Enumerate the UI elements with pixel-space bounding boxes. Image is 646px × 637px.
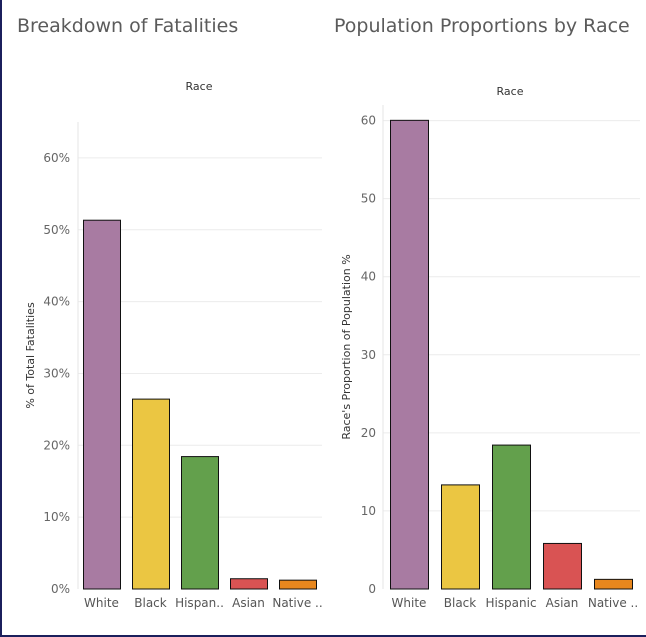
y-tick-label-population-50: 50 [361,192,376,206]
y-tick-label-population-20: 20 [361,426,376,440]
x-category-label-fatalities-0: White [84,596,119,610]
chart-title-fatalities: Breakdown of Fatalities [17,15,239,37]
column-header-population: Race [497,85,524,98]
column-header-fatalities: Race [186,80,213,93]
y-tick-label-fatalities-60: 60% [43,151,70,165]
bar-population-1 [441,484,480,590]
chart-title-population: Population Proportions by Race [334,15,630,37]
bar-population-2 [492,444,531,590]
y-tick-label-population-40: 40 [361,270,376,284]
x-category-label-population-4: Native .. [588,596,638,610]
frame-border-left [0,0,2,637]
y-tick-label-population-10: 10 [361,504,376,518]
bar-population-3 [543,542,582,590]
frame-border-bottom [0,635,646,637]
x-category-label-population-2: Hispanic [485,596,536,610]
y-tick-label-fatalities-30: 30% [43,366,70,380]
x-category-label-fatalities-4: Native .. [272,596,322,610]
y-tick-label-fatalities-20: 20% [43,438,70,452]
x-category-label-population-0: White [392,596,427,610]
bar-population-4 [594,578,633,590]
bar-fatalities-2 [181,456,219,590]
x-category-label-population-3: Asian [546,596,579,610]
y-axis-label-fatalities: % of Total Fatalities [24,302,37,409]
bar-fatalities-3 [230,578,268,590]
y-axis-label-population: Race's Proportion of Population % [340,254,353,439]
x-category-label-fatalities-1: Black [134,596,167,610]
bar-fatalities-0 [83,219,121,590]
y-tick-label-fatalities-10: 10% [43,510,70,524]
y-tick-label-population-0: 0 [368,582,376,596]
bar-fatalities-4 [279,579,317,590]
x-category-label-fatalities-3: Asian [232,596,265,610]
bar-fatalities-1 [132,398,170,590]
y-tick-label-population-60: 60 [361,114,376,128]
y-tick-label-fatalities-0: 0% [51,582,70,596]
y-tick-label-fatalities-50: 50% [43,223,70,237]
x-category-label-fatalities-2: Hispan.. [175,596,224,610]
y-tick-label-population-30: 30 [361,348,376,362]
y-tick-label-fatalities-40: 40% [43,295,70,309]
x-category-label-population-1: Black [444,596,477,610]
bar-population-0 [390,119,429,590]
